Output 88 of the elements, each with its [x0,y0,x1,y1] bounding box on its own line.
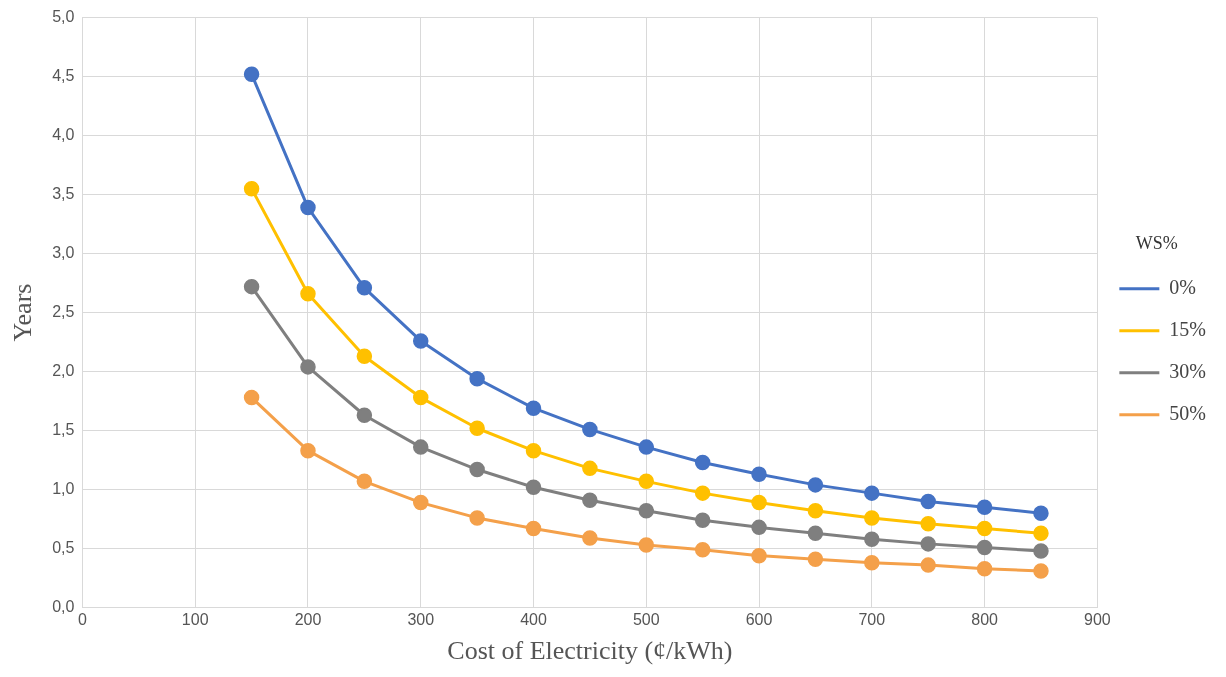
point [469,461,485,478]
legend-label: 0% [1169,276,1197,299]
point [300,359,316,375]
legend-label: 30% [1169,360,1207,383]
x-tick-label: 400 [520,610,547,628]
y-tick-label: 2,5 [52,303,75,321]
point [976,520,993,537]
point [582,421,598,438]
point [864,531,880,547]
y-tick-label: 1,0 [52,480,75,498]
point [807,551,824,567]
point [412,389,429,406]
x-tick-label: 700 [858,610,886,628]
y-axis-title: Years [8,283,38,342]
point [1033,543,1049,559]
point [582,492,598,508]
y-tick-label: 3,0 [52,244,75,262]
point [356,407,373,424]
legend-title: WS% [1135,232,1178,253]
point [356,280,373,296]
point [638,503,655,519]
point [638,439,655,455]
point [300,199,316,216]
point [751,466,767,483]
point [356,473,373,490]
point [864,485,880,501]
point [525,479,542,495]
point [638,537,655,553]
point [1033,525,1049,542]
point [920,493,936,510]
point [469,370,485,387]
y-tick-label: 3,5 [52,185,75,203]
point [469,510,485,526]
point [638,473,655,490]
y-tick-label: 5,0 [52,8,75,26]
point [412,494,429,511]
point [300,285,316,302]
point [412,333,429,349]
point [864,510,880,526]
point [751,519,767,536]
point [864,555,880,571]
point [356,348,373,365]
y-tick-label: 1,5 [52,421,75,439]
point [807,525,824,542]
point [582,530,598,546]
point [976,499,993,516]
point [525,442,542,459]
y-tick-label: 4,5 [52,67,75,85]
point [243,389,260,406]
point [525,520,542,537]
point [694,542,711,558]
point [920,557,936,573]
point [807,503,824,519]
y-tick-label: 2,0 [52,362,75,380]
x-axis-title: Cost of Electricity (¢/kWh) [447,636,733,666]
point [300,442,316,459]
x-tick-label: 500 [632,610,660,628]
point [751,547,767,564]
point [243,278,260,295]
y-tick-label: 4,0 [52,126,75,144]
point [976,539,993,556]
x-tick-label: 0 [77,610,87,628]
x-tick-label: 100 [181,610,209,628]
point [694,512,711,529]
y-tick-label: 0,0 [52,598,75,616]
point [807,477,824,493]
point [751,494,767,511]
point [920,516,936,532]
point [694,454,711,471]
point [525,400,542,416]
x-tick-label: 200 [294,610,322,628]
point [243,180,260,197]
point [469,420,485,436]
point [243,66,260,82]
x-tick-label: 600 [745,610,773,628]
x-tick-label: 800 [971,610,999,628]
legend-label: 15% [1169,318,1207,341]
point [1033,563,1049,579]
point [976,560,993,577]
point [1033,505,1049,521]
legend-label: 50% [1169,402,1207,425]
x-tick-label: 300 [407,610,435,628]
point [412,439,429,455]
point [694,485,711,501]
point [920,536,936,552]
y-tick-label: 0,5 [52,539,75,557]
x-tick-label: 900 [1083,610,1111,628]
point [582,460,598,477]
